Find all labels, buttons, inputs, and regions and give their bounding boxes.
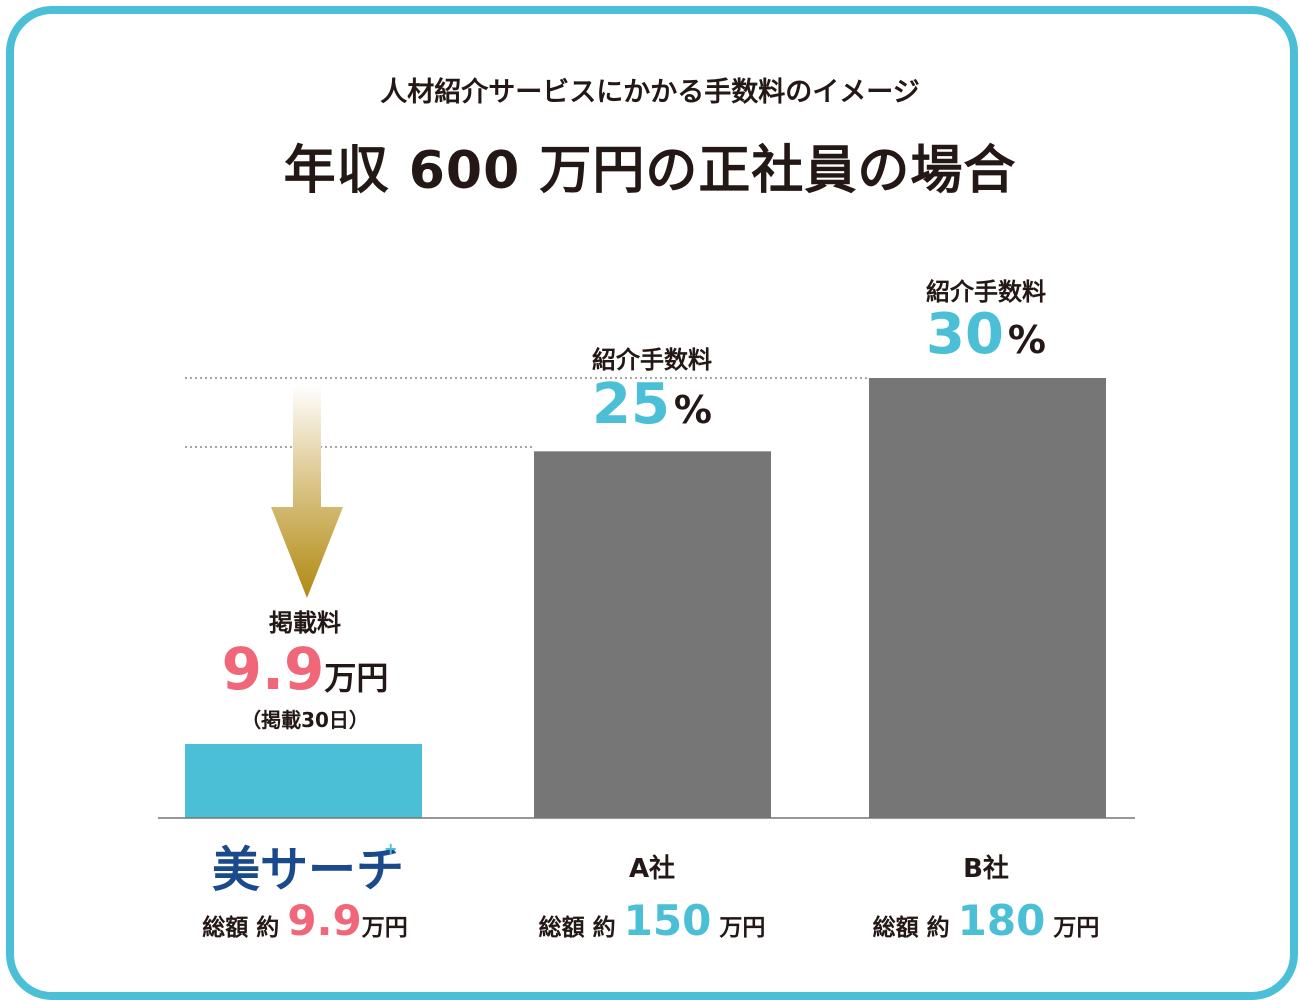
total-prefix: 総額 約 xyxy=(872,915,950,941)
total-unit: 万円 xyxy=(719,915,766,941)
fee-number: 9.9 xyxy=(221,635,325,703)
total-b: 総額 約 180 万円 xyxy=(836,896,1136,945)
fee-percent-number: 25 xyxy=(591,372,670,437)
total-number: 150 xyxy=(623,896,712,945)
fee-value-bisearch: 9.9万円 xyxy=(175,635,435,703)
chart-title: 年収 600 万円の正社員の場合 xyxy=(283,141,1017,201)
total-number: 180 xyxy=(957,896,1046,945)
chart-subtitle: 人材紹介サービスにかかる手数料のイメージ xyxy=(380,77,920,108)
category-label-b: B社 xyxy=(963,854,1009,884)
fee-label-bisearch: 掲載料 xyxy=(269,609,341,637)
total-prefix: 総額 約 xyxy=(538,915,616,941)
total-bisearch: 総額 約 9.9万円 xyxy=(155,896,455,945)
fee-label-b: 紹介手数料 xyxy=(926,278,1046,306)
fee-value-b: 30% xyxy=(886,302,1086,367)
down-arrow-icon xyxy=(271,385,343,598)
fee-percent-number: 30 xyxy=(925,302,1004,367)
fee-percent-unit: % xyxy=(1007,318,1046,362)
logo-plus-icon: + xyxy=(384,840,397,858)
total-prefix: 総額 約 xyxy=(202,915,280,941)
total-unit: 万円 xyxy=(1053,915,1100,941)
total-unit: 万円 xyxy=(361,915,408,941)
fee-label-a: 紹介手数料 xyxy=(592,346,712,374)
fee-note-bisearch: （掲載30日） xyxy=(241,708,369,732)
bisearch-logo: 美サーチ + xyxy=(212,840,402,894)
fee-unit: 万円 xyxy=(324,659,389,697)
category-label-a: A社 xyxy=(628,854,676,884)
bar-bisearch xyxy=(185,744,422,818)
bar-b xyxy=(869,378,1106,818)
fee-percent-unit: % xyxy=(673,388,712,432)
total-number: 9.9 xyxy=(287,896,362,945)
total-a: 総額 約 150 万円 xyxy=(502,896,802,945)
fee-value-a: 25% xyxy=(552,372,752,437)
bar-a xyxy=(534,451,771,818)
logo-kanji: 美サーチ xyxy=(212,842,402,894)
